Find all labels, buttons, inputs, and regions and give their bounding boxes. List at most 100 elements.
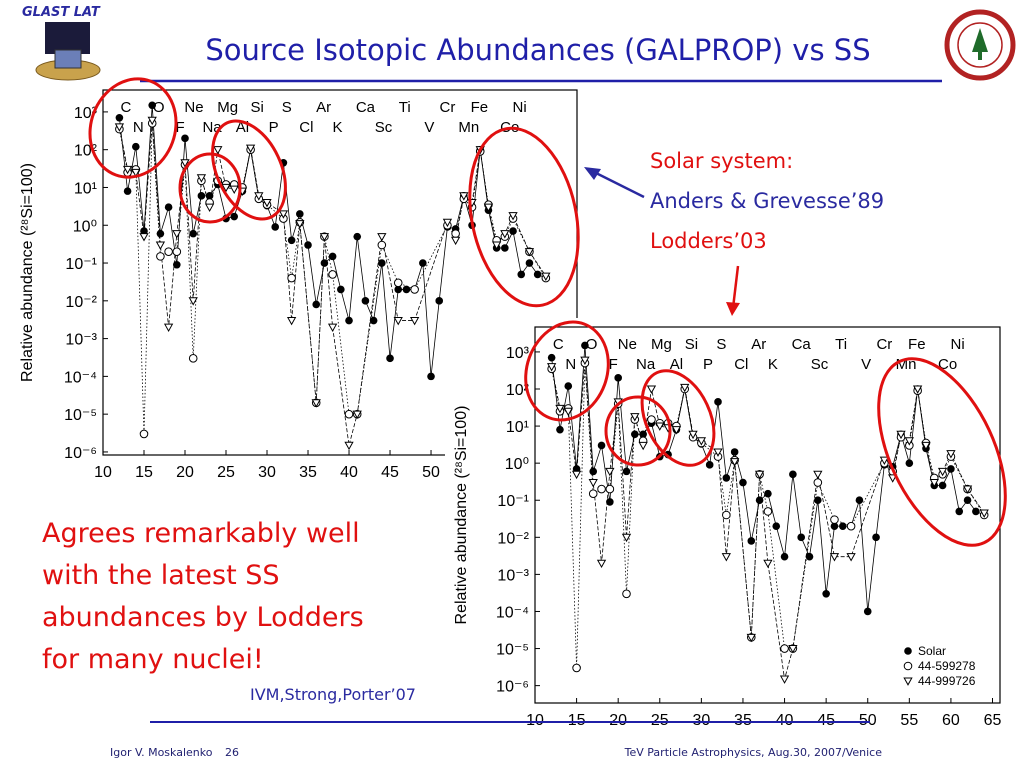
- point: [140, 227, 148, 235]
- element-label: Si: [251, 99, 264, 116]
- point: [713, 448, 723, 457]
- series-group: [546, 341, 989, 684]
- x-tick-label: 45: [381, 464, 399, 481]
- point: [442, 218, 453, 228]
- logo-satellite: [54, 49, 82, 69]
- y-tick-label: 10¹: [506, 419, 529, 436]
- point: [588, 489, 598, 499]
- point: [205, 192, 214, 200]
- point: [319, 233, 330, 242]
- footer-page: 26: [225, 746, 239, 759]
- point: [564, 382, 573, 390]
- element-label: Mg: [217, 99, 238, 116]
- highlight: [524, 320, 610, 422]
- highlight: [640, 369, 716, 467]
- point: [409, 317, 420, 326]
- element-label: Ni: [513, 99, 527, 116]
- seal-tree: [972, 28, 988, 60]
- point: [172, 230, 182, 239]
- seal-inner: [957, 22, 1003, 68]
- x-tick-label: 65: [984, 712, 1002, 729]
- point: [320, 259, 329, 267]
- point: [680, 383, 690, 393]
- point: [197, 192, 206, 200]
- point: [780, 552, 789, 561]
- point: [754, 470, 765, 480]
- element-label: C: [553, 336, 564, 353]
- point: [730, 448, 739, 456]
- point: [164, 203, 173, 212]
- y-tick-label: 10⁻⁵: [496, 642, 529, 659]
- point: [556, 425, 564, 434]
- point: [813, 478, 823, 487]
- conclusion: Agrees remarkably well with the latest S…: [42, 518, 364, 675]
- point: [872, 533, 880, 542]
- x-tick-label: 55: [900, 712, 918, 729]
- legend-marker: [903, 677, 913, 686]
- series-line: [119, 123, 547, 434]
- note-solar: Solar system:: [650, 149, 793, 173]
- x-tick-label: 30: [258, 464, 276, 481]
- point: [813, 470, 823, 480]
- point: [500, 230, 510, 239]
- point: [132, 142, 140, 151]
- point: [622, 589, 631, 599]
- point: [547, 353, 556, 362]
- x-tick-label: 15: [135, 464, 153, 481]
- plot-frame: [534, 326, 1001, 704]
- point: [904, 437, 914, 446]
- point: [846, 521, 856, 531]
- element-label: S: [282, 99, 292, 116]
- point: [139, 429, 149, 439]
- x-tick-label: 40: [340, 464, 358, 481]
- note-anders: Anders & Grevesse’89: [650, 189, 884, 213]
- element-label: N: [133, 119, 144, 136]
- point: [115, 113, 124, 122]
- element-label: V: [861, 356, 871, 373]
- point: [763, 559, 773, 569]
- element-label: Ne: [618, 336, 637, 353]
- point: [369, 316, 378, 325]
- point: [572, 663, 581, 673]
- point: [605, 484, 615, 494]
- point: [296, 210, 304, 218]
- point: [156, 252, 165, 261]
- point: [286, 317, 297, 326]
- point: [287, 273, 296, 283]
- element-label: O: [153, 99, 165, 116]
- point: [344, 409, 354, 419]
- y-tick-label: 10⁻⁶: [496, 679, 529, 696]
- highlight: [178, 152, 242, 224]
- element-label: Al: [670, 356, 683, 373]
- point: [688, 430, 698, 440]
- element-label: K: [768, 356, 778, 373]
- point: [814, 496, 822, 505]
- point: [905, 459, 914, 467]
- point: [979, 509, 989, 518]
- arrow-shaft: [731, 265, 740, 309]
- arrows: [584, 167, 740, 316]
- element-label: C: [121, 99, 132, 116]
- point: [805, 552, 814, 561]
- point: [947, 465, 955, 473]
- point: [946, 450, 956, 459]
- y-tick-label: 10³: [506, 345, 530, 362]
- x-tick-label: 10: [526, 712, 544, 729]
- point: [229, 185, 239, 195]
- y-tick-label: 10⁻¹: [65, 256, 97, 273]
- point: [377, 233, 387, 242]
- y-tick-label: 10⁻⁴: [64, 369, 97, 386]
- point: [729, 458, 740, 467]
- point: [327, 323, 338, 333]
- point: [780, 644, 789, 653]
- point: [830, 522, 839, 530]
- point: [746, 633, 756, 643]
- legend-label: Solar: [918, 644, 946, 658]
- point: [180, 159, 190, 168]
- highlight: [604, 395, 672, 467]
- element-label: Ne: [184, 99, 203, 116]
- y-tick-label: 10⁻¹: [497, 493, 529, 510]
- point: [483, 203, 494, 213]
- point: [271, 223, 280, 231]
- point: [938, 481, 947, 490]
